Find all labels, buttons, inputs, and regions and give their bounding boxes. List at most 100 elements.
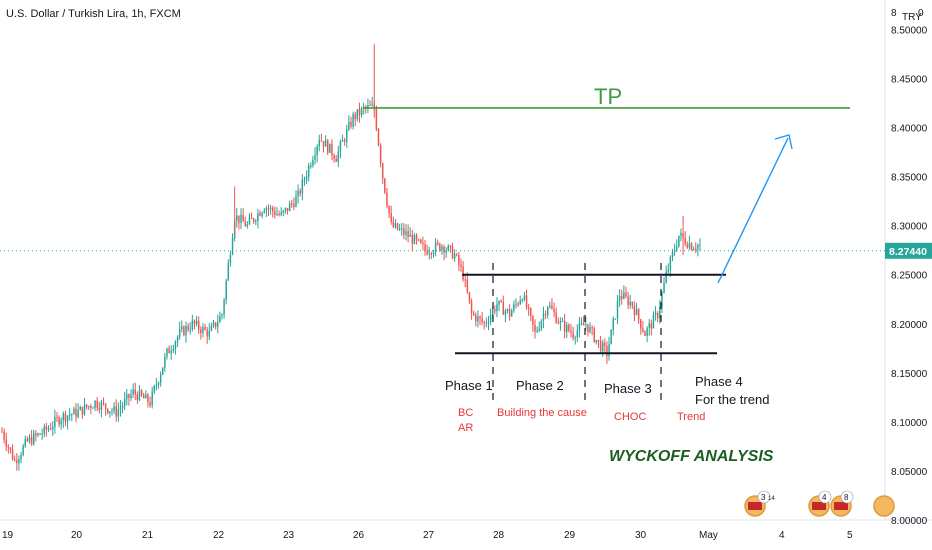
- candle-body[interactable]: [26, 439, 29, 441]
- candle-body[interactable]: [263, 210, 266, 213]
- candle-body[interactable]: [616, 300, 619, 319]
- candle-body[interactable]: [341, 140, 344, 142]
- candle-body[interactable]: [159, 374, 162, 383]
- candle-body[interactable]: [633, 305, 636, 315]
- candle-body[interactable]: [316, 146, 318, 155]
- candle-body[interactable]: [544, 313, 547, 315]
- candle-body[interactable]: [28, 437, 31, 441]
- candle-body[interactable]: [375, 108, 378, 130]
- candle-body[interactable]: [591, 327, 593, 329]
- candle-body[interactable]: [665, 271, 667, 283]
- candle-body[interactable]: [470, 301, 473, 314]
- candle-body[interactable]: [396, 223, 399, 230]
- candle-body[interactable]: [62, 413, 65, 421]
- candle-body[interactable]: [390, 213, 392, 222]
- economic-event-badge-4[interactable]: [873, 495, 895, 517]
- candle-body[interactable]: [149, 402, 151, 406]
- candle-body[interactable]: [371, 104, 373, 106]
- candle-body[interactable]: [333, 155, 335, 160]
- candle-body[interactable]: [252, 218, 255, 222]
- candle-body[interactable]: [549, 305, 551, 308]
- economic-event-badge-1[interactable]: 3 14: [744, 490, 775, 517]
- candle-body[interactable]: [123, 398, 126, 406]
- candle-body[interactable]: [255, 221, 257, 223]
- candle-body[interactable]: [68, 415, 71, 417]
- candle-body[interactable]: [113, 406, 115, 411]
- candle-body[interactable]: [508, 309, 511, 317]
- candle-body[interactable]: [301, 179, 304, 194]
- candle-body[interactable]: [517, 303, 519, 305]
- candle-body[interactable]: [574, 337, 576, 339]
- candle-body[interactable]: [280, 212, 282, 215]
- candle-body[interactable]: [200, 329, 202, 334]
- candle-body[interactable]: [496, 304, 498, 312]
- candle-body[interactable]: [126, 394, 128, 399]
- candle-body[interactable]: [426, 250, 428, 255]
- candle-body[interactable]: [276, 213, 278, 216]
- candle-body[interactable]: [527, 307, 530, 309]
- candle-body[interactable]: [1, 431, 3, 433]
- candle-body[interactable]: [257, 213, 259, 222]
- candle-body[interactable]: [356, 109, 359, 120]
- candle-body[interactable]: [223, 299, 225, 315]
- candle-body[interactable]: [479, 316, 481, 319]
- candle-body[interactable]: [635, 309, 638, 315]
- candle-body[interactable]: [540, 320, 543, 329]
- candle-body[interactable]: [13, 459, 16, 461]
- candle-body[interactable]: [214, 322, 217, 327]
- candle-body[interactable]: [659, 306, 661, 319]
- candle-body[interactable]: [43, 426, 46, 434]
- candle-body[interactable]: [604, 342, 606, 346]
- candle-body[interactable]: [358, 109, 361, 116]
- candle-body[interactable]: [487, 321, 490, 323]
- candle-body[interactable]: [684, 237, 686, 245]
- candle-body[interactable]: [58, 417, 60, 425]
- candle-body[interactable]: [35, 433, 37, 436]
- candle-body[interactable]: [650, 323, 653, 329]
- candle-body[interactable]: [176, 336, 179, 342]
- candle-body[interactable]: [73, 408, 75, 415]
- candle-body[interactable]: [367, 104, 369, 108]
- candle-body[interactable]: [566, 324, 568, 332]
- candle-body[interactable]: [274, 211, 276, 216]
- candle-body[interactable]: [559, 320, 562, 324]
- candle-body[interactable]: [221, 314, 223, 316]
- candle-body[interactable]: [445, 250, 447, 253]
- candle-body[interactable]: [680, 233, 682, 236]
- candle-body[interactable]: [377, 129, 380, 146]
- candle-body[interactable]: [193, 320, 196, 324]
- candle-body[interactable]: [485, 322, 488, 324]
- candle-body[interactable]: [542, 313, 545, 321]
- candle-body[interactable]: [9, 447, 12, 450]
- candle-body[interactable]: [295, 196, 297, 207]
- candle-body[interactable]: [538, 328, 540, 331]
- candle-body[interactable]: [100, 402, 103, 411]
- candle-body[interactable]: [534, 324, 536, 332]
- candle-body[interactable]: [388, 205, 390, 214]
- candle-body[interactable]: [458, 255, 460, 265]
- candle-body[interactable]: [164, 356, 166, 368]
- candle-body[interactable]: [225, 280, 227, 300]
- candle-body[interactable]: [568, 324, 570, 331]
- candle-body[interactable]: [441, 246, 443, 251]
- candle-body[interactable]: [107, 408, 109, 414]
- candle-body[interactable]: [608, 344, 610, 357]
- candle-body[interactable]: [71, 414, 73, 416]
- candle-body[interactable]: [92, 407, 94, 409]
- candle-body[interactable]: [30, 437, 33, 445]
- candle-body[interactable]: [576, 330, 579, 338]
- candle-body[interactable]: [121, 405, 124, 408]
- candle-body[interactable]: [654, 313, 657, 315]
- candle-body[interactable]: [153, 386, 156, 392]
- candle-body[interactable]: [7, 446, 10, 448]
- candle-body[interactable]: [299, 190, 301, 194]
- candle-body[interactable]: [22, 446, 24, 455]
- candle-body[interactable]: [386, 192, 388, 206]
- candle-body[interactable]: [83, 404, 86, 415]
- candle-body[interactable]: [157, 382, 160, 385]
- candle-body[interactable]: [204, 327, 206, 330]
- candle-body[interactable]: [130, 394, 132, 399]
- candle-body[interactable]: [553, 309, 555, 313]
- candle-body[interactable]: [288, 203, 291, 212]
